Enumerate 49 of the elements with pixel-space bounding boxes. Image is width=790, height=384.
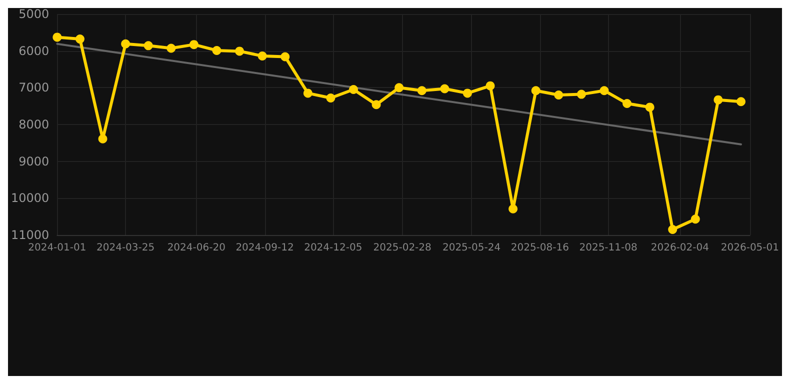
point bbox=[576, 90, 586, 99]
x-tick-label: 2025-02-28 bbox=[373, 242, 432, 254]
point bbox=[508, 204, 518, 214]
point bbox=[440, 84, 450, 94]
y-tick-label: 6000 bbox=[18, 44, 50, 58]
y-tick-label: 5000 bbox=[18, 7, 50, 21]
point bbox=[531, 86, 540, 96]
y-tick-label: 8000 bbox=[18, 118, 50, 132]
x-tick-label: 2024-01-01 bbox=[28, 242, 86, 254]
point bbox=[622, 99, 632, 108]
point bbox=[121, 39, 130, 48]
point bbox=[258, 51, 267, 60]
x-tick-label: 2024-06-20 bbox=[167, 242, 226, 254]
point bbox=[736, 97, 746, 106]
point bbox=[668, 224, 678, 234]
point bbox=[372, 100, 381, 110]
point bbox=[714, 95, 723, 104]
point bbox=[303, 88, 312, 98]
point bbox=[645, 102, 654, 112]
point bbox=[75, 34, 84, 44]
point bbox=[189, 40, 198, 50]
y-tick-label: 10000 bbox=[10, 191, 50, 206]
point bbox=[600, 86, 609, 96]
point bbox=[212, 46, 222, 55]
point bbox=[52, 32, 62, 42]
x-tick-label: 2024-12-05 bbox=[304, 242, 362, 254]
point bbox=[417, 86, 426, 96]
x-tick-label: 2025-11-08 bbox=[579, 242, 638, 254]
x-tick-label: 2025-08-16 bbox=[510, 242, 569, 254]
point bbox=[690, 214, 700, 224]
point bbox=[462, 88, 472, 98]
x-tick-label: 2024-09-12 bbox=[236, 242, 294, 254]
point bbox=[349, 85, 358, 94]
y-tick-label: 9000 bbox=[18, 154, 50, 168]
point bbox=[486, 81, 495, 90]
x-tick-label: 2025-05-24 bbox=[442, 242, 501, 254]
x-tick-label: 2024-03-25 bbox=[96, 242, 155, 254]
point bbox=[98, 134, 108, 144]
point bbox=[394, 83, 404, 92]
y-tick-label: 7000 bbox=[18, 80, 50, 95]
point bbox=[166, 44, 176, 53]
x-tick-label: 2026-05-01 bbox=[720, 242, 780, 254]
point bbox=[144, 41, 153, 50]
point bbox=[235, 46, 244, 56]
x-tick-label: 2026-02-04 bbox=[650, 242, 709, 254]
point bbox=[280, 52, 290, 62]
y-tick-label: 11000 bbox=[10, 228, 50, 242]
point bbox=[326, 93, 336, 102]
point bbox=[554, 90, 564, 100]
